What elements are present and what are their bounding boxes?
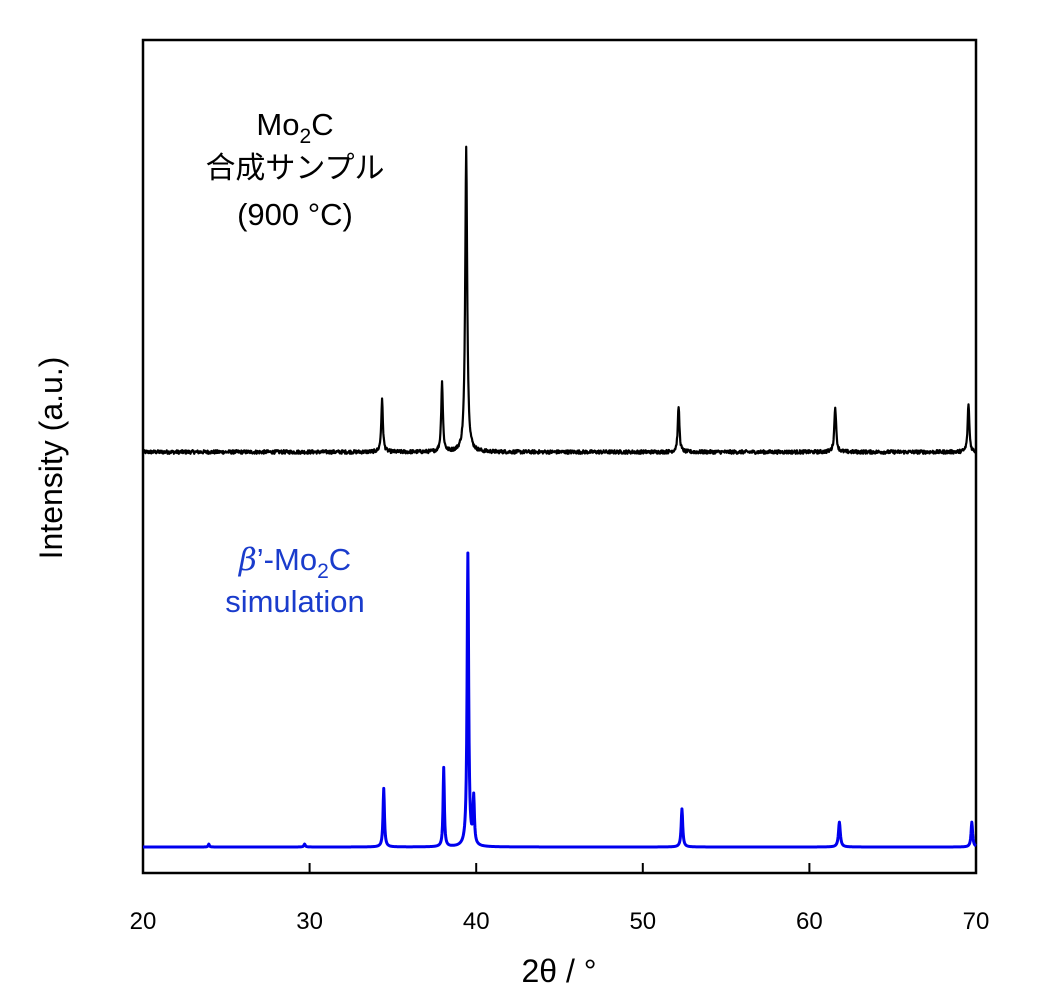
sample-formula-end: C [311,107,333,142]
simulation-annotation: β’-Mo2C simulation [225,542,365,619]
x-tick-label-70: 70 [963,908,990,935]
x-tick-label-60: 60 [796,908,823,935]
x-axis-ticks: 20 30 40 50 60 70 [130,863,990,935]
x-axis-title: 2θ / ° [521,953,596,989]
sample-formula-sub: 2 [300,125,312,148]
series-line-simulation [141,551,978,849]
y-axis-title: Intensity (a.u.) [33,357,69,560]
sample-formula-main: Mo [256,107,299,142]
series-line-sample [141,145,978,455]
x-tick-label-30: 30 [296,908,323,935]
simulation-formula-greek: β [238,542,257,578]
simulation-formula-prime: ’ [257,542,264,577]
simulation-formula-sub: 2 [317,560,329,583]
sample-annotation: Mo2C 合成サンプル (900 °C) [205,107,384,232]
plot-frame [141,38,978,875]
x-tick-label-50: 50 [629,908,656,935]
simulation-annotation-label: simulation [225,584,365,619]
sample-annotation-formula: Mo2C [256,107,333,148]
sample-annotation-name: 合成サンプル [205,151,384,186]
x-tick-label-20: 20 [130,908,157,935]
x-tick-label-40: 40 [463,908,490,935]
simulation-annotation-formula: β’-Mo2C [238,542,351,583]
simulation-formula-main: -Mo [264,542,317,577]
series-layer [141,145,978,849]
sample-annotation-temperature: (900 °C) [237,197,353,232]
simulation-formula-end: C [329,542,351,577]
